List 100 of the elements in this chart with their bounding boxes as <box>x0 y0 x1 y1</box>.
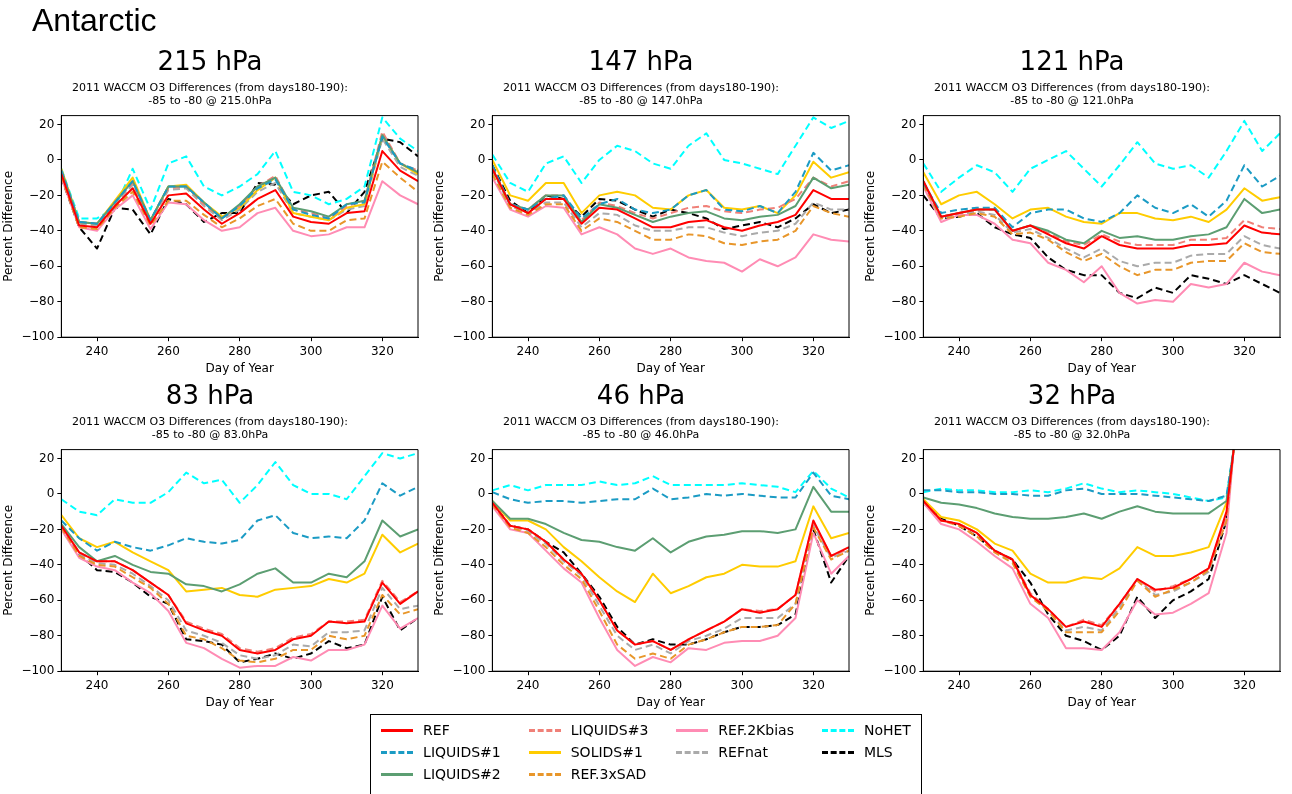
chart-subtitle: 2011 WACCM O3 Differences (from days180-190): -85 to -80 @ 83.0hPa <box>72 414 348 441</box>
y-tick-label: −20 <box>29 521 55 536</box>
y-axis-title: Percent Difference <box>1 504 16 616</box>
x-tick-label: 240 <box>85 677 109 692</box>
line-series <box>61 160 418 232</box>
x-tick-label: 280 <box>659 343 683 358</box>
y-tick-label: −60 <box>891 592 917 607</box>
x-tick-label: 240 <box>516 677 540 692</box>
y-tick-label: 20 <box>39 450 55 465</box>
y-tick-label: −60 <box>460 592 486 607</box>
y-tick-label: −80 <box>891 293 917 308</box>
x-tick-label: 260 <box>1018 677 1042 692</box>
y-tick-label: 20 <box>39 116 55 131</box>
y-tick-label: 20 <box>901 116 917 131</box>
line-series <box>492 173 849 247</box>
y-tick-label: 0 <box>908 486 917 501</box>
y-tick-label: 20 <box>470 450 486 465</box>
y-tick-label: −80 <box>891 627 917 642</box>
y-tick-label: −80 <box>460 627 486 642</box>
x-tick-label: 280 <box>659 677 683 692</box>
legend-label: LIQUIDS#1 <box>423 744 501 760</box>
y-tick-label: −60 <box>891 258 917 273</box>
x-tick-label: 320 <box>801 343 825 358</box>
y-tick-label: −100 <box>452 663 486 678</box>
legend-label: REF.2Kbias <box>718 722 794 738</box>
x-tick-label: 300 <box>1161 343 1185 358</box>
legend-label: NoHET <box>863 722 911 738</box>
line-series <box>492 116 849 193</box>
y-tick-label: 0 <box>46 486 55 501</box>
y-tick-label: −60 <box>460 258 486 273</box>
chart-title: 215 hPa <box>157 46 263 77</box>
x-tick-label: 320 <box>1232 343 1256 358</box>
x-tick-label: 300 <box>299 343 323 358</box>
chart-subtitle: 2011 WACCM O3 Differences (from days180-190): -85 to -80 @ 147.0hPa <box>503 80 779 107</box>
x-tick-label: 300 <box>1161 677 1185 692</box>
legend-label: REF.3xSAD <box>570 766 647 782</box>
y-axis-title: Percent Difference <box>432 504 447 616</box>
y-tick-label: −80 <box>460 293 486 308</box>
y-tick-label: −100 <box>21 663 55 678</box>
y-tick-label: 20 <box>901 450 917 465</box>
x-tick-label: 240 <box>947 677 971 692</box>
x-axis-title: Day of Year <box>205 360 274 375</box>
x-tick-label: 280 <box>228 343 252 358</box>
line-series <box>923 119 1280 193</box>
y-tick-label: −80 <box>29 627 55 642</box>
x-tick-label: 240 <box>516 343 540 358</box>
x-tick-label: 260 <box>1018 343 1042 358</box>
legend-label: REF <box>423 722 450 738</box>
y-tick-label: −40 <box>29 222 55 237</box>
y-tick-label: −60 <box>29 592 55 607</box>
y-tick-label: −20 <box>460 187 486 202</box>
chart-subtitle: 2011 WACCM O3 Differences (from days180-190): -85 to -80 @ 46.0hPa <box>503 414 779 441</box>
x-tick-label: 260 <box>587 677 611 692</box>
chart-subtitle: 2011 WACCM O3 Differences (from days180-190): -85 to -80 @ 32.0hPa <box>934 414 1210 441</box>
x-tick-label: 280 <box>1090 343 1114 358</box>
y-tick-label: −40 <box>891 222 917 237</box>
x-tick-label: 260 <box>156 343 180 358</box>
chart-title: 147 hPa <box>588 46 694 77</box>
chart-title: 32 hPa <box>1027 380 1117 411</box>
legend-label: SOLIDS#1 <box>570 744 643 760</box>
y-tick-label: −40 <box>460 222 486 237</box>
line-series <box>492 151 849 220</box>
x-tick-label: 260 <box>587 343 611 358</box>
y-axis-title: Percent Difference <box>863 170 878 282</box>
y-tick-label: 0 <box>477 152 486 167</box>
y-tick-label: −100 <box>452 329 486 344</box>
y-axis-title: Percent Difference <box>863 504 878 616</box>
y-tick-label: −100 <box>21 329 55 344</box>
y-tick-label: −20 <box>460 521 486 536</box>
chart-title: 46 hPa <box>596 380 686 411</box>
y-tick-label: −100 <box>883 663 917 678</box>
x-tick-label: 240 <box>947 343 971 358</box>
x-tick-label: 320 <box>1232 677 1256 692</box>
x-tick-label: 280 <box>1090 677 1114 692</box>
legend-label: LIQUIDS#3 <box>570 722 649 738</box>
x-axis-title: Day of Year <box>636 694 705 709</box>
y-tick-label: −40 <box>29 556 55 571</box>
x-tick-label: 320 <box>370 343 394 358</box>
chart-subtitle: 2011 WACCM O3 Differences (from days180-190): -85 to -80 @ 121.0hPa <box>934 80 1210 107</box>
y-axis-title: Percent Difference <box>432 170 447 282</box>
y-tick-label: −100 <box>883 329 917 344</box>
x-axis-title: Day of Year <box>205 694 274 709</box>
y-tick-label: −80 <box>29 293 55 308</box>
x-tick-label: 280 <box>228 677 252 692</box>
legend-label: MLS <box>863 744 893 760</box>
y-tick-label: −20 <box>891 187 917 202</box>
chart-title: 121 hPa <box>1019 46 1125 77</box>
x-tick-label: 260 <box>156 677 180 692</box>
chart-subtitle: 2011 WACCM O3 Differences (from days180-190): -85 to -80 @ 215.0hPa <box>72 80 348 107</box>
chart-title: 83 hPa <box>165 380 255 411</box>
x-tick-label: 300 <box>730 343 754 358</box>
y-tick-label: 20 <box>470 116 486 131</box>
x-tick-label: 300 <box>299 677 323 692</box>
y-tick-label: −20 <box>891 521 917 536</box>
y-axis-title: Percent Difference <box>1 170 16 282</box>
y-tick-label: −20 <box>29 187 55 202</box>
x-tick-label: 320 <box>370 677 394 692</box>
y-tick-label: −60 <box>29 258 55 273</box>
y-tick-label: −40 <box>460 556 486 571</box>
x-axis-title: Day of Year <box>1067 694 1136 709</box>
